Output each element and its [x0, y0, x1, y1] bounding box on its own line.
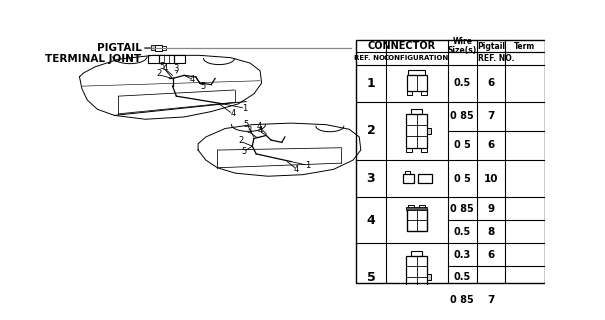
Bar [162, 46, 166, 50]
Bar [406, 148, 412, 152]
Text: 0.5: 0.5 [454, 227, 471, 237]
Text: 5: 5 [160, 62, 165, 71]
Text: 4: 4 [258, 125, 263, 134]
Bar [428, 274, 431, 280]
Bar [407, 75, 427, 91]
Bar [411, 251, 422, 256]
Bar [418, 174, 432, 183]
Text: 7: 7 [488, 111, 495, 121]
Bar [406, 299, 412, 302]
Text: REF. NO.: REF. NO. [354, 55, 388, 61]
Bar [428, 128, 431, 134]
Bar [407, 209, 427, 231]
Text: 6: 6 [488, 78, 495, 88]
Text: 3: 3 [174, 64, 179, 73]
Text: 4: 4 [231, 109, 235, 118]
Text: 6: 6 [488, 250, 495, 260]
Text: Term: Term [514, 42, 535, 51]
Bar [405, 171, 410, 174]
Text: REF. NO.: REF. NO. [478, 54, 514, 63]
Bar [408, 205, 414, 209]
Text: PIGTAIL: PIGTAIL [97, 43, 142, 52]
Text: 0 5: 0 5 [454, 173, 471, 184]
Bar [421, 148, 428, 152]
Text: 1: 1 [305, 161, 310, 170]
Bar [356, 40, 544, 283]
Text: 1: 1 [242, 104, 247, 113]
Text: 9: 9 [488, 204, 495, 213]
Text: 2: 2 [156, 69, 161, 78]
Text: 3: 3 [247, 126, 252, 135]
Bar [159, 55, 174, 63]
Bar [155, 44, 162, 51]
Bar [151, 45, 155, 50]
Bar [419, 205, 425, 209]
Text: 5: 5 [243, 120, 249, 129]
Text: 0 5: 0 5 [454, 140, 471, 150]
Text: Wire
Size(s): Wire Size(s) [448, 37, 477, 55]
Text: 2: 2 [367, 124, 375, 137]
Text: 4: 4 [163, 64, 168, 73]
Text: 0 85: 0 85 [451, 111, 474, 121]
Text: CONFIGURATION: CONFIGURATION [384, 55, 450, 61]
Bar [406, 256, 428, 299]
Bar [407, 91, 412, 95]
Text: 0.5: 0.5 [454, 272, 471, 282]
Text: 0 85: 0 85 [451, 295, 474, 305]
Bar [406, 114, 428, 148]
Text: 2: 2 [238, 136, 243, 145]
Text: Pigtail: Pigtail [477, 42, 505, 51]
Text: 5: 5 [367, 271, 375, 284]
Bar [174, 55, 185, 63]
Text: 5: 5 [200, 83, 205, 92]
Bar [408, 70, 425, 75]
Bar [421, 91, 427, 95]
Text: 0.5: 0.5 [454, 78, 471, 88]
Text: 3: 3 [367, 172, 375, 185]
Text: 1: 1 [367, 76, 375, 90]
Bar [148, 55, 159, 63]
Text: 0.3: 0.3 [454, 250, 471, 260]
Text: 8: 8 [488, 227, 495, 237]
Text: 10: 10 [484, 173, 499, 184]
Bar [411, 109, 422, 114]
Text: 4: 4 [190, 76, 195, 84]
Bar [421, 299, 428, 302]
Bar [406, 207, 428, 210]
Text: CONNECTOR: CONNECTOR [368, 41, 436, 51]
Text: 6: 6 [488, 140, 495, 150]
Text: 7: 7 [488, 295, 495, 305]
Text: 4: 4 [367, 214, 375, 227]
Text: 4: 4 [294, 165, 299, 174]
Text: TERMINAL JOINT: TERMINAL JOINT [45, 54, 142, 64]
Text: 5: 5 [241, 147, 246, 156]
Bar [403, 174, 414, 183]
Text: 4: 4 [257, 123, 262, 132]
Text: 0 85: 0 85 [451, 204, 474, 213]
